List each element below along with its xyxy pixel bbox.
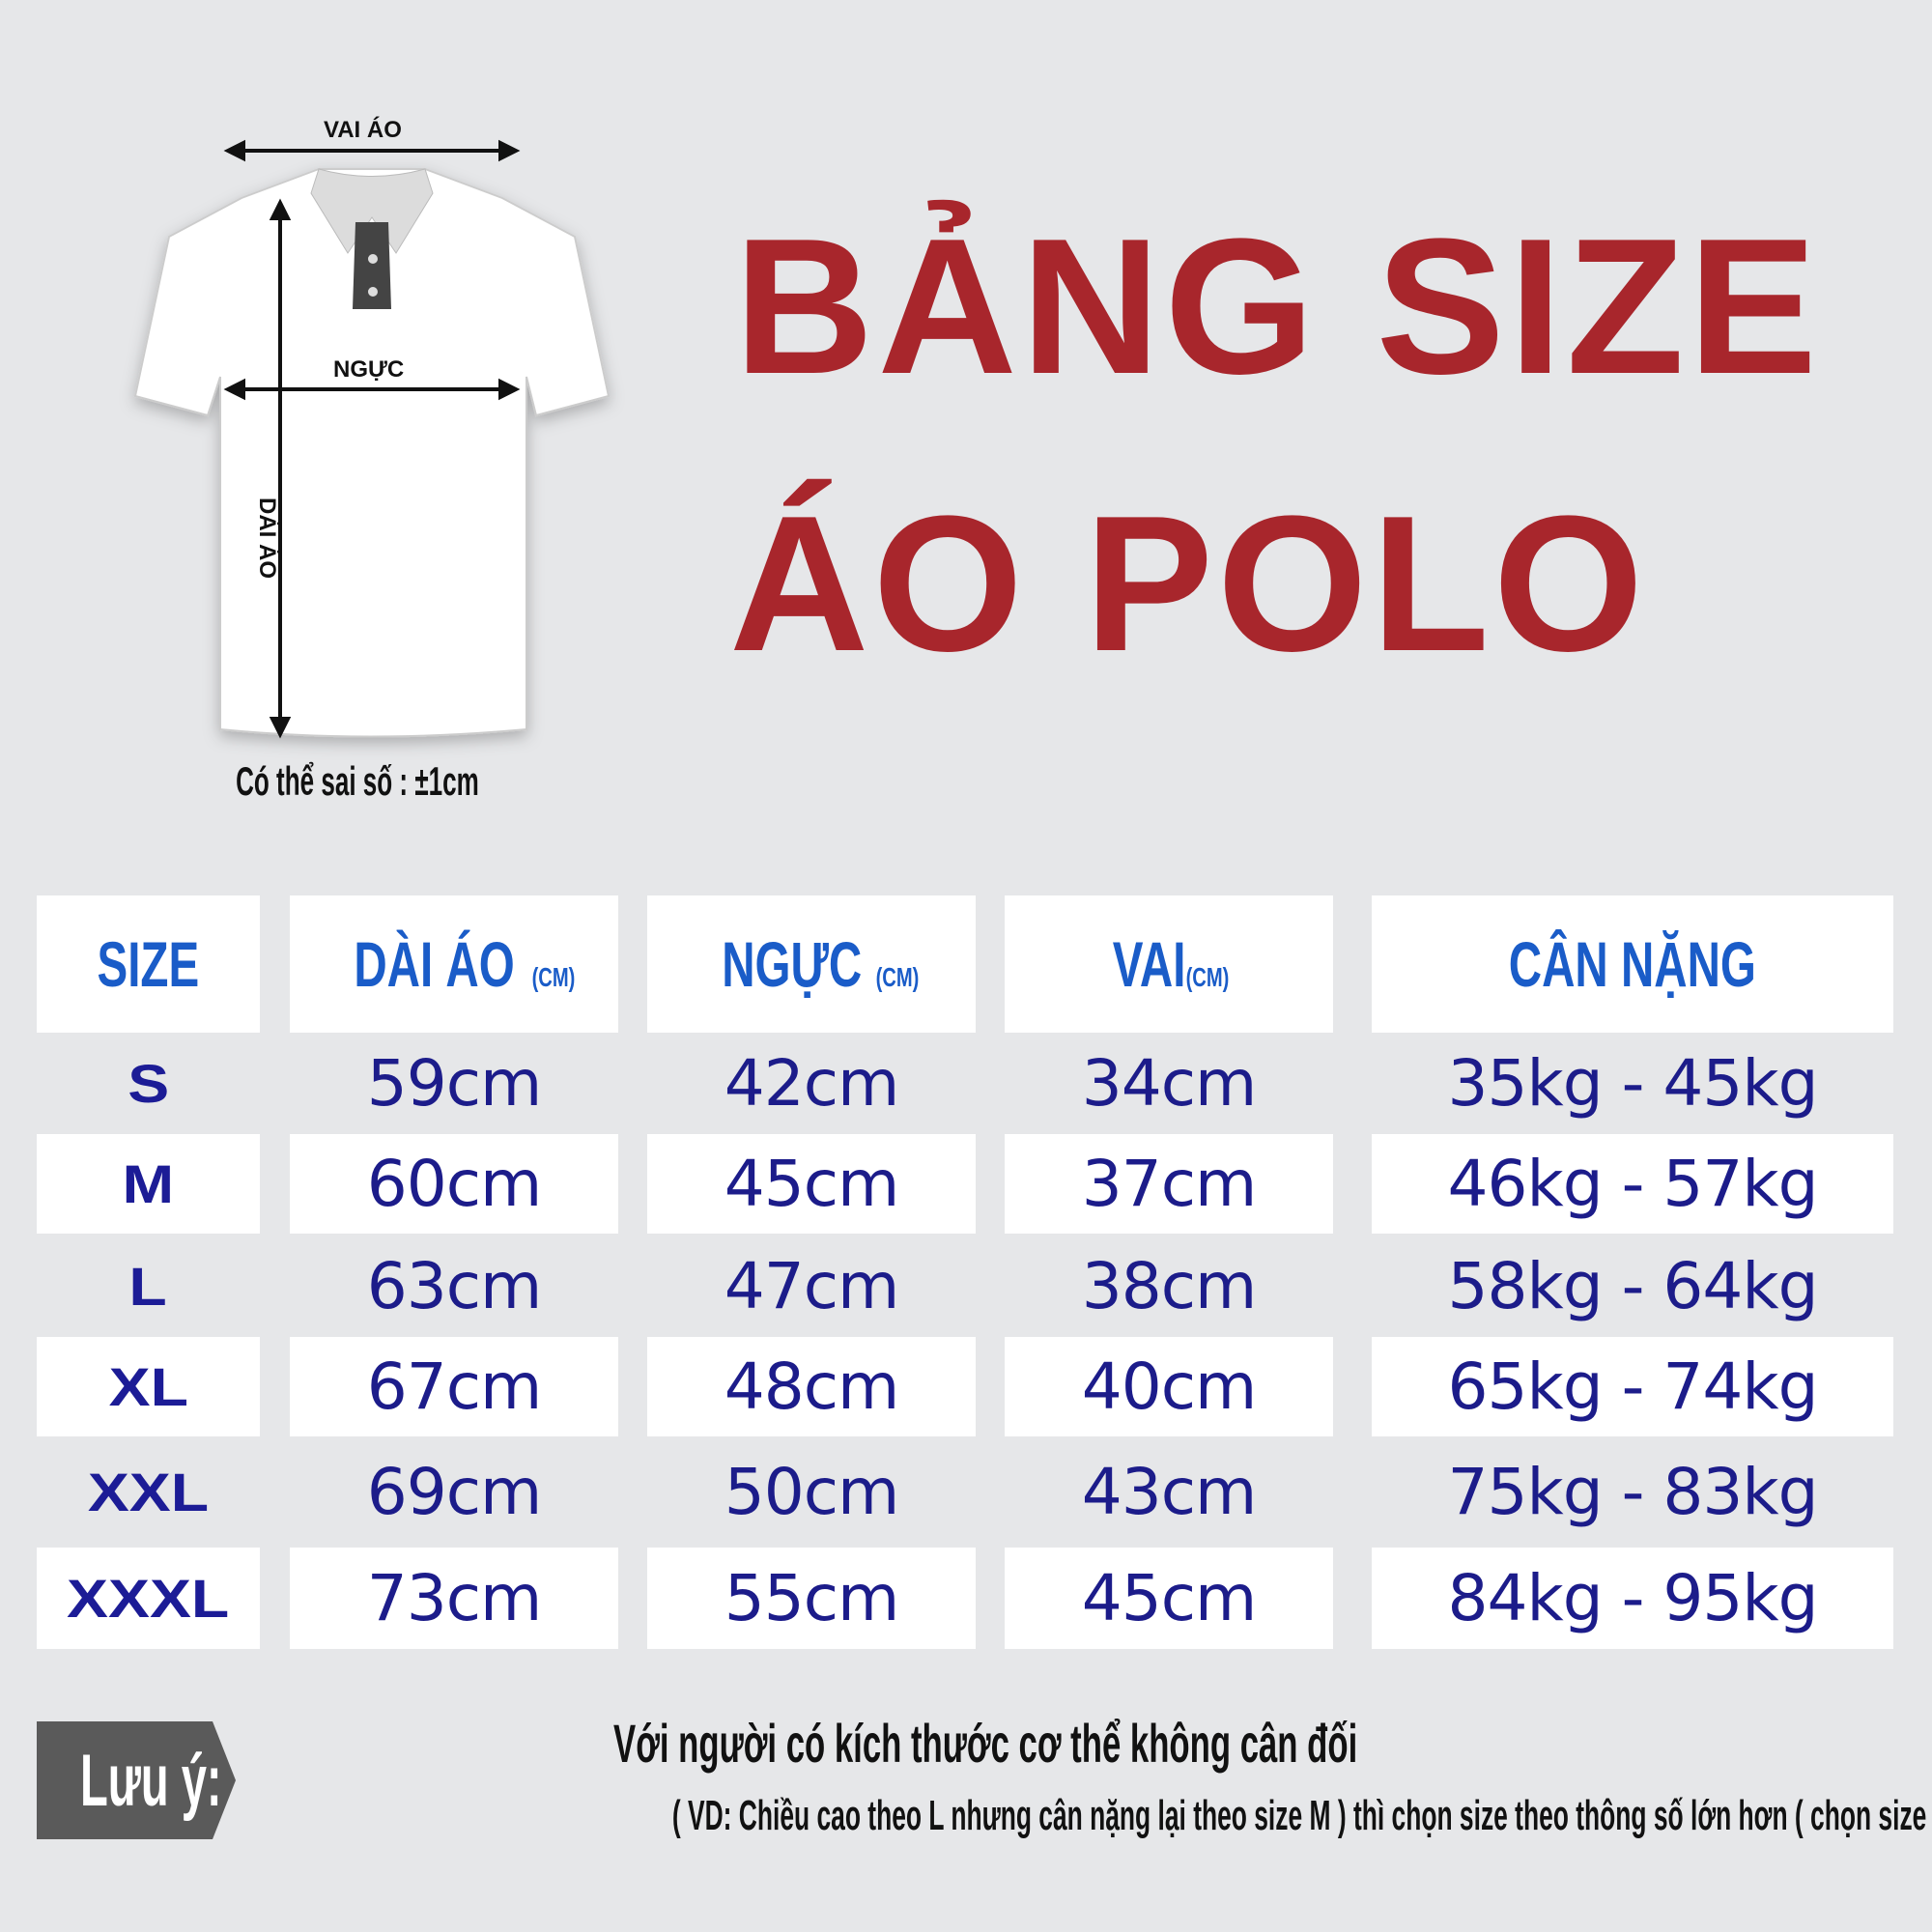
table-cell-shoulder: 34cm (1005, 1034, 1333, 1132)
size-label: XXXL (67, 1568, 230, 1629)
cell-value: 40cm (1081, 1350, 1258, 1424)
cell-value: 84kg - 95kg (1447, 1561, 1819, 1635)
table-cell-chest: 48cm (647, 1337, 976, 1436)
header-unit: (CM) (1186, 962, 1230, 992)
header-shoulder: VAI (CM) (1005, 895, 1333, 1033)
cell-value: 73cm (366, 1561, 543, 1635)
polo-shirt-diagram (133, 139, 611, 739)
header-label: VAI (1113, 928, 1186, 1000)
table-cell-length: 67cm (290, 1337, 618, 1436)
table-cell-chest: 55cm (647, 1548, 976, 1649)
table-cell-weight: 84kg - 95kg (1372, 1548, 1893, 1649)
header-unit: (CM) (875, 962, 919, 992)
page-title-line2: ÁO POLO (729, 476, 1648, 692)
size-label: S (128, 1052, 169, 1114)
shirt-body (133, 168, 611, 738)
cell-value: 43cm (1081, 1455, 1258, 1529)
note-line2: ( VD: Chiều cao theo L nhưng cân nặng lạ… (671, 1792, 1932, 1839)
table-cell-size: S (37, 1034, 260, 1132)
table-cell-shoulder: 37cm (1005, 1134, 1333, 1234)
header-unit-wrap: (CM) (869, 927, 919, 1001)
cell-value: 59cm (366, 1045, 543, 1121)
table-cell-size: XXXL (37, 1548, 260, 1649)
header-length: DÀI ÁO (CM) (290, 895, 618, 1033)
header-label: SIZE (97, 928, 200, 1000)
table-cell-length: 63cm (290, 1235, 618, 1337)
table-cell-shoulder: 40cm (1005, 1337, 1333, 1436)
cell-value: 47cm (724, 1248, 900, 1323)
cell-value: 60cm (366, 1147, 543, 1221)
size-label: M (122, 1153, 175, 1214)
header-unit-wrap: (CM) (526, 927, 576, 1001)
header-unit: (CM) (531, 962, 576, 992)
size-label: XXL (87, 1462, 210, 1522)
table-cell-shoulder: 45cm (1005, 1548, 1333, 1649)
size-label: L (128, 1255, 168, 1317)
cell-value: 50cm (724, 1455, 900, 1529)
cell-value: 55cm (724, 1561, 900, 1635)
header-chest: NGỰC (CM) (647, 895, 976, 1033)
shoulder-label: VAI ÁO (324, 117, 402, 143)
cell-value: 35kg - 45kg (1447, 1045, 1819, 1121)
cell-value: 75kg - 83kg (1447, 1455, 1819, 1529)
cell-value: 38cm (1081, 1248, 1258, 1323)
cell-value: 58kg - 64kg (1447, 1248, 1819, 1323)
table-cell-length: 73cm (290, 1548, 618, 1649)
note-line1: Với người có kích thước cơ thể không cân… (612, 1713, 1358, 1774)
cell-value: 48cm (724, 1350, 900, 1424)
header-size: SIZE (37, 895, 260, 1033)
table-cell-weight: 75kg - 83kg (1372, 1437, 1893, 1547)
cell-value: 46kg - 57kg (1447, 1147, 1819, 1221)
page-title-line1: BẢNG SIZE (734, 199, 1821, 414)
cell-value: 65kg - 74kg (1447, 1350, 1819, 1424)
table-cell-size: XL (37, 1337, 260, 1436)
placket (353, 222, 391, 309)
note-tag-shape (37, 1721, 236, 1839)
chest-label: NGỰC (333, 356, 405, 383)
table-cell-chest: 42cm (647, 1034, 976, 1132)
table-cell-length: 69cm (290, 1437, 618, 1547)
table-cell-weight: 35kg - 45kg (1372, 1034, 1893, 1132)
table-cell-length: 59cm (290, 1034, 618, 1132)
length-label: DÀI ÁO (254, 497, 280, 579)
cell-value: 63cm (366, 1248, 543, 1323)
header-weight: CÂN NẶNG (1372, 895, 1893, 1033)
table-cell-shoulder: 43cm (1005, 1437, 1333, 1547)
cell-value: 67cm (366, 1350, 543, 1424)
size-label: XL (108, 1356, 188, 1417)
table-cell-weight: 65kg - 74kg (1372, 1337, 1893, 1436)
header-label: DÀI ÁO (354, 928, 516, 1000)
table-cell-chest: 50cm (647, 1437, 976, 1547)
table-cell-chest: 47cm (647, 1235, 976, 1337)
cell-value: 45cm (724, 1147, 900, 1221)
cell-value: 69cm (366, 1455, 543, 1529)
table-cell-weight: 46kg - 57kg (1372, 1134, 1893, 1234)
table-cell-chest: 45cm (647, 1134, 976, 1234)
table-cell-size: XXL (37, 1437, 260, 1547)
header-label: CÂN NẶNG (1508, 928, 1757, 1000)
header-label: NGỰC (722, 928, 863, 1000)
table-cell-weight: 58kg - 64kg (1372, 1235, 1893, 1337)
table-cell-size: L (37, 1235, 260, 1337)
table-cell-size: M (37, 1134, 260, 1234)
cell-value: 34cm (1081, 1045, 1258, 1121)
table-cell-shoulder: 38cm (1005, 1235, 1333, 1337)
cell-value: 37cm (1081, 1147, 1258, 1221)
cell-value: 42cm (724, 1045, 900, 1121)
note-tag: Lưu ý: (79, 1740, 222, 1822)
header-unit-wrap: (CM) (1180, 927, 1230, 1001)
tolerance-note: Có thể sai số : ±1cm (236, 758, 479, 804)
cell-value: 45cm (1081, 1561, 1258, 1635)
table-cell-length: 60cm (290, 1134, 618, 1234)
